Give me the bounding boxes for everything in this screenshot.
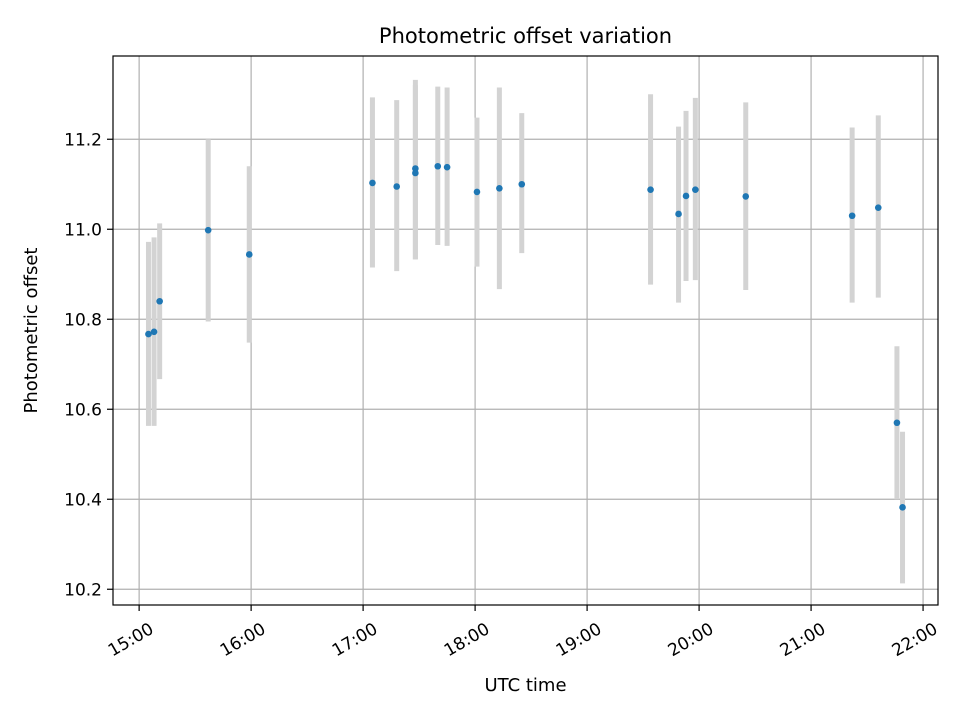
data-point bbox=[692, 186, 699, 193]
y-tick-label: 10.4 bbox=[64, 490, 102, 510]
data-point bbox=[742, 193, 750, 200]
data-point bbox=[848, 212, 856, 220]
data-point bbox=[369, 179, 376, 187]
y-tick-label: 11.0 bbox=[64, 220, 102, 240]
data-point bbox=[496, 185, 503, 192]
data-point bbox=[150, 328, 158, 336]
chart-title: Photometric offset variation bbox=[379, 24, 672, 48]
data-point bbox=[647, 186, 654, 193]
data-point bbox=[874, 204, 882, 211]
data-point bbox=[443, 163, 451, 171]
x-axis-title: UTC time bbox=[484, 675, 566, 696]
data-point bbox=[393, 183, 401, 190]
y-tick-label: 10.2 bbox=[64, 580, 102, 600]
data-point bbox=[412, 169, 419, 177]
y-tick-label: 11.2 bbox=[64, 130, 102, 150]
data-point bbox=[893, 419, 901, 427]
data-point bbox=[156, 297, 163, 305]
y-axis-title: Photometric offset bbox=[21, 248, 42, 414]
data-point bbox=[204, 226, 212, 234]
y-tick-label: 10.6 bbox=[64, 400, 102, 420]
data-points bbox=[145, 162, 906, 511]
data-point bbox=[682, 192, 690, 200]
data-point bbox=[675, 210, 682, 218]
plot-frame bbox=[112, 55, 939, 606]
data-point bbox=[145, 330, 152, 338]
data-point bbox=[473, 188, 481, 196]
data-point bbox=[899, 504, 906, 511]
data-point bbox=[434, 162, 442, 170]
y-tick-label: 10.8 bbox=[64, 310, 102, 330]
data-point bbox=[518, 180, 526, 188]
data-point bbox=[245, 251, 253, 258]
